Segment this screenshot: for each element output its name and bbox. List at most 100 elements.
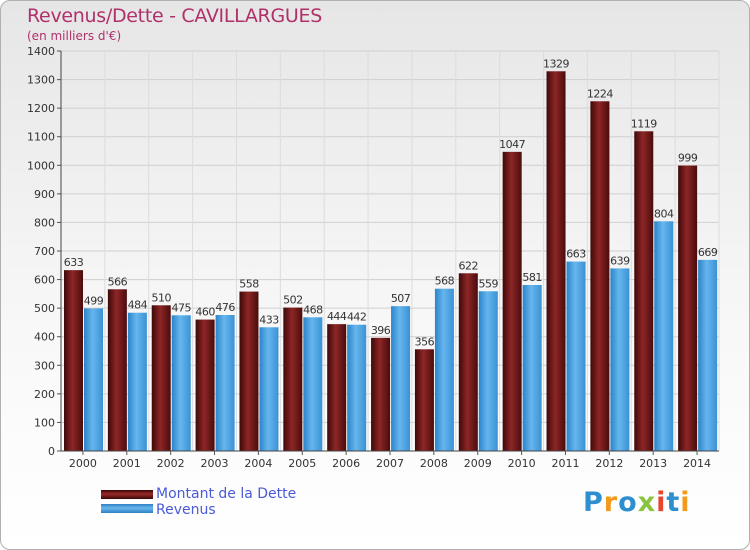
bar-debt-2011 <box>546 71 566 452</box>
legend-item-debt: Montant de la Dette <box>101 486 401 503</box>
y-tick-label-1000: 1000 <box>27 159 55 172</box>
bar-revenue-2003 <box>215 315 235 451</box>
bar-revenue-2012 <box>610 268 630 451</box>
x-tick-label-2003: 2003 <box>201 457 229 470</box>
x-tick-label-2012: 2012 <box>595 457 623 470</box>
data-label-debt-2013: 1119 <box>631 117 657 130</box>
bar-debt-2013 <box>634 131 654 452</box>
axis-layer: 0 100 200 300 400 500 600 700 800 900 1000 1100 1200… <box>27 45 719 470</box>
y-tick-label-200: 200 <box>34 388 55 401</box>
data-label-revenue-2011: 663 <box>566 248 586 261</box>
legend: Montant de la Dette Revenus <box>101 486 401 519</box>
x-tick-label-2010: 2010 <box>508 457 536 470</box>
data-label-revenue-2012: 639 <box>610 254 630 267</box>
data-label-debt-2000: 633 <box>64 256 84 269</box>
bar-revenue-2005 <box>303 317 323 451</box>
x-tick-label-2006: 2006 <box>332 457 360 470</box>
y-tick-label-0: 0 <box>48 445 55 458</box>
bar-debt-2010 <box>502 151 522 451</box>
x-tick-label-2004: 2004 <box>244 457 272 470</box>
data-label-revenue-2007: 507 <box>391 292 411 305</box>
x-tick-label-2011: 2011 <box>551 457 579 470</box>
chart-title: Revenus/Dette - CAVILLARGUES <box>27 5 322 27</box>
data-label-revenue-2010: 581 <box>522 271 542 284</box>
data-label-revenue-2006: 442 <box>347 311 367 324</box>
data-label-revenue-2000: 499 <box>84 294 104 307</box>
y-tick-label-700: 700 <box>34 245 55 258</box>
bars-layer <box>64 71 718 452</box>
bar-revenue-2014 <box>698 259 718 451</box>
data-label-debt-2010: 1047 <box>499 138 525 151</box>
bar-revenue-2007 <box>391 306 411 451</box>
bar-revenue-2010 <box>522 285 542 451</box>
x-tick-label-2005: 2005 <box>288 457 316 470</box>
x-tick-label-2008: 2008 <box>420 457 448 470</box>
y-tick-label-800: 800 <box>34 216 55 229</box>
bar-debt-2006 <box>327 324 347 451</box>
bar-debt-2012 <box>590 101 610 452</box>
x-tick-label-2000: 2000 <box>69 457 97 470</box>
legend-swatch-revenue <box>101 504 153 513</box>
legend-label-debt: Montant de la Dette <box>156 486 297 502</box>
data-label-debt-2009: 622 <box>459 259 479 272</box>
bar-revenue-2000 <box>84 308 103 451</box>
legend-swatch-debt <box>101 490 153 499</box>
proxiti-logo: Proxiti <box>583 487 691 518</box>
bar-debt-2008 <box>414 349 434 451</box>
data-label-debt-2007: 396 <box>371 324 391 337</box>
y-tick-label-1100: 1100 <box>27 131 55 144</box>
data-label-debt-2011: 1329 <box>543 57 569 70</box>
data-label-debt-2005: 502 <box>283 294 303 307</box>
data-label-debt-2001: 566 <box>108 275 128 288</box>
x-tick-label-2013: 2013 <box>639 457 667 470</box>
data-label-revenue-2004: 433 <box>259 313 279 326</box>
bar-debt-2001 <box>107 289 127 451</box>
x-tick-label-2014: 2014 <box>683 457 711 470</box>
bar-revenue-2004 <box>259 327 279 451</box>
x-tick-label-2009: 2009 <box>464 457 492 470</box>
legend-label-revenue: Revenus <box>156 502 216 518</box>
data-label-revenue-2001: 484 <box>128 299 148 312</box>
bar-revenue-2013 <box>654 221 674 451</box>
bar-debt-2002 <box>151 305 171 451</box>
data-label-revenue-2009: 559 <box>479 277 499 290</box>
data-label-debt-2014: 999 <box>678 152 698 165</box>
y-tick-label-600: 600 <box>34 274 55 287</box>
bar-debt-2003 <box>195 319 215 451</box>
y-tick-label-100: 100 <box>34 416 55 429</box>
data-label-debt-2004: 558 <box>239 278 259 291</box>
data-label-debt-2008: 356 <box>415 335 435 348</box>
bar-debt-2000 <box>64 270 83 451</box>
bar-revenue-2001 <box>127 312 147 451</box>
data-label-debt-2002: 510 <box>151 291 171 304</box>
y-tick-label-500: 500 <box>34 302 55 315</box>
y-tick-label-400: 400 <box>34 331 55 344</box>
bar-revenue-2009 <box>478 291 498 451</box>
data-label-revenue-2014: 669 <box>698 246 718 259</box>
x-tick-label-2001: 2001 <box>113 457 141 470</box>
y-tick-label-300: 300 <box>34 359 55 372</box>
y-tick-label-900: 900 <box>34 188 55 201</box>
legend-item-revenue: Revenus <box>101 502 401 519</box>
bar-revenue-2002 <box>171 315 191 451</box>
x-tick-label-2002: 2002 <box>157 457 185 470</box>
y-tick-label-1300: 1300 <box>27 74 55 87</box>
data-label-revenue-2005: 468 <box>303 303 323 316</box>
bar-revenue-2011 <box>566 261 586 451</box>
bar-debt-2007 <box>371 337 391 451</box>
bar-debt-2014 <box>678 165 698 452</box>
data-label-revenue-2003: 476 <box>215 301 235 314</box>
bar-revenue-2006 <box>347 324 367 451</box>
bar-debt-2009 <box>458 273 478 451</box>
bar-revenue-2008 <box>434 288 454 451</box>
data-label-debt-2012: 1224 <box>587 87 613 100</box>
chart-subtitle: (en milliers d'€) <box>27 29 122 43</box>
y-tick-label-1400: 1400 <box>27 45 55 58</box>
bar-debt-2005 <box>283 307 303 451</box>
data-label-debt-2006: 444 <box>327 310 347 323</box>
data-label-revenue-2013: 804 <box>654 207 674 220</box>
data-label-debt-2003: 460 <box>195 306 215 319</box>
